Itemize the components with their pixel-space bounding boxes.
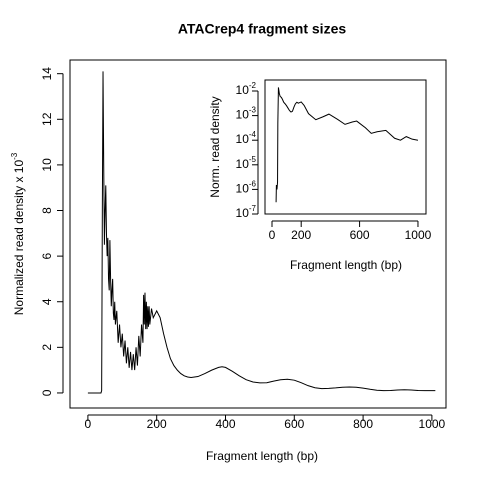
- x-tick-label: 600: [350, 228, 370, 242]
- data-line: [87, 71, 436, 394]
- y-tick-base: 10: [236, 182, 250, 196]
- data-line: [275, 87, 419, 203]
- x-tick-label: 1000: [405, 228, 432, 242]
- x-tick-label: 0: [269, 228, 276, 242]
- y-tick-exponent: -4: [249, 130, 257, 139]
- x-tick-label: 600: [284, 417, 304, 431]
- y-tick-base: 10: [236, 132, 250, 146]
- x-tick-label: 800: [353, 417, 373, 431]
- y-tick-label: 10-5: [236, 155, 257, 171]
- y-tick-label: 4: [40, 298, 54, 305]
- y-axis-label-text: Norm. read density: [208, 96, 222, 197]
- y-tick-label: 10-4: [236, 130, 257, 146]
- y-tick-base: 10: [236, 108, 250, 122]
- y-axis-label: Normalized read density x 10-3: [10, 152, 26, 315]
- y-tick-label: 10-6: [236, 180, 257, 196]
- x-tick-label: 1000: [419, 417, 446, 431]
- y-axis-label-text: Normalized read density x 10: [12, 160, 26, 316]
- y-tick-label: 14: [40, 67, 54, 81]
- y-tick-label: 10-7: [236, 204, 257, 220]
- y-tick-exponent: -5: [249, 155, 257, 164]
- y-tick-base: 10: [236, 206, 250, 220]
- y-tick-label: 8: [40, 207, 54, 214]
- y-tick-label: 10: [40, 158, 54, 172]
- y-tick-label: 0: [40, 389, 54, 396]
- y-tick-label: 10-2: [236, 81, 257, 97]
- x-axis-label: Fragment length (bp): [290, 258, 402, 272]
- y-tick-label: 10-3: [236, 106, 257, 122]
- x-tick-label: 200: [147, 417, 167, 431]
- y-tick-exponent: -7: [249, 204, 257, 213]
- y-tick-exponent: -3: [249, 106, 257, 115]
- x-tick-label: 0: [85, 417, 92, 431]
- chart-title: ATACrep4 fragment sizes: [178, 21, 347, 37]
- y-tick-base: 10: [236, 83, 250, 97]
- y-tick-label: 12: [40, 112, 54, 126]
- x-axis-label: Fragment length (bp): [206, 449, 318, 463]
- y-axis-label: Norm. read density: [208, 96, 222, 197]
- y-tick-exponent: -2: [249, 81, 257, 90]
- y-tick-label: 2: [40, 344, 54, 351]
- y-tick-base: 10: [236, 157, 250, 171]
- plot-box: [69, 59, 447, 409]
- plot-box: [264, 79, 427, 215]
- y-axis-label-exponent: -3: [10, 152, 19, 160]
- x-tick-label: 200: [291, 228, 311, 242]
- y-tick-label: 6: [40, 252, 54, 259]
- x-tick-label: 400: [215, 417, 235, 431]
- y-tick-exponent: -6: [249, 180, 257, 189]
